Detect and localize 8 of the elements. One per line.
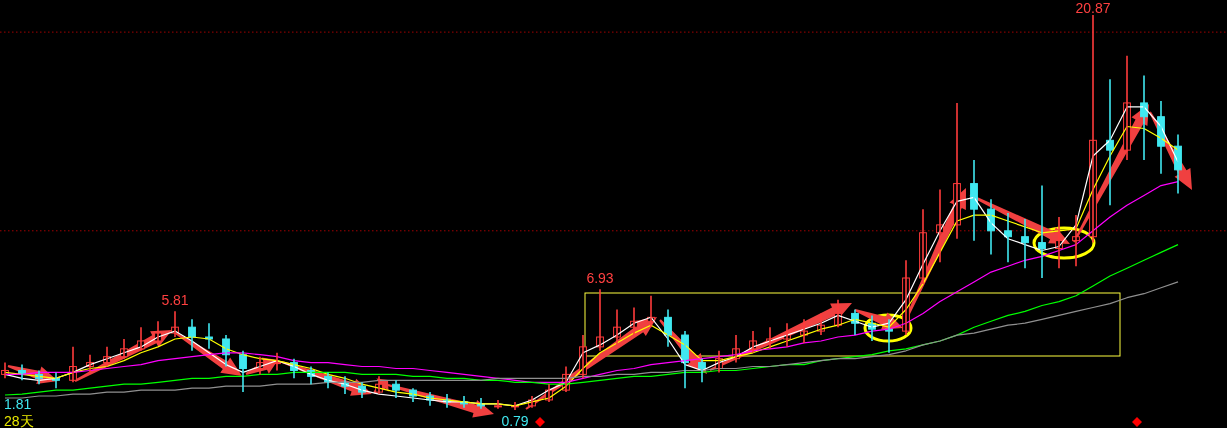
candlestick (494, 399, 502, 410)
annotation: 6.93 (586, 270, 614, 287)
candlestick (205, 322, 213, 350)
annotation: 0.79 (501, 413, 529, 428)
text: 28天 (4, 413, 34, 428)
annotation: 20.87 (1075, 0, 1111, 16)
annotation: 1.81 (4, 396, 32, 412)
annotation: 5.81 (161, 292, 189, 309)
